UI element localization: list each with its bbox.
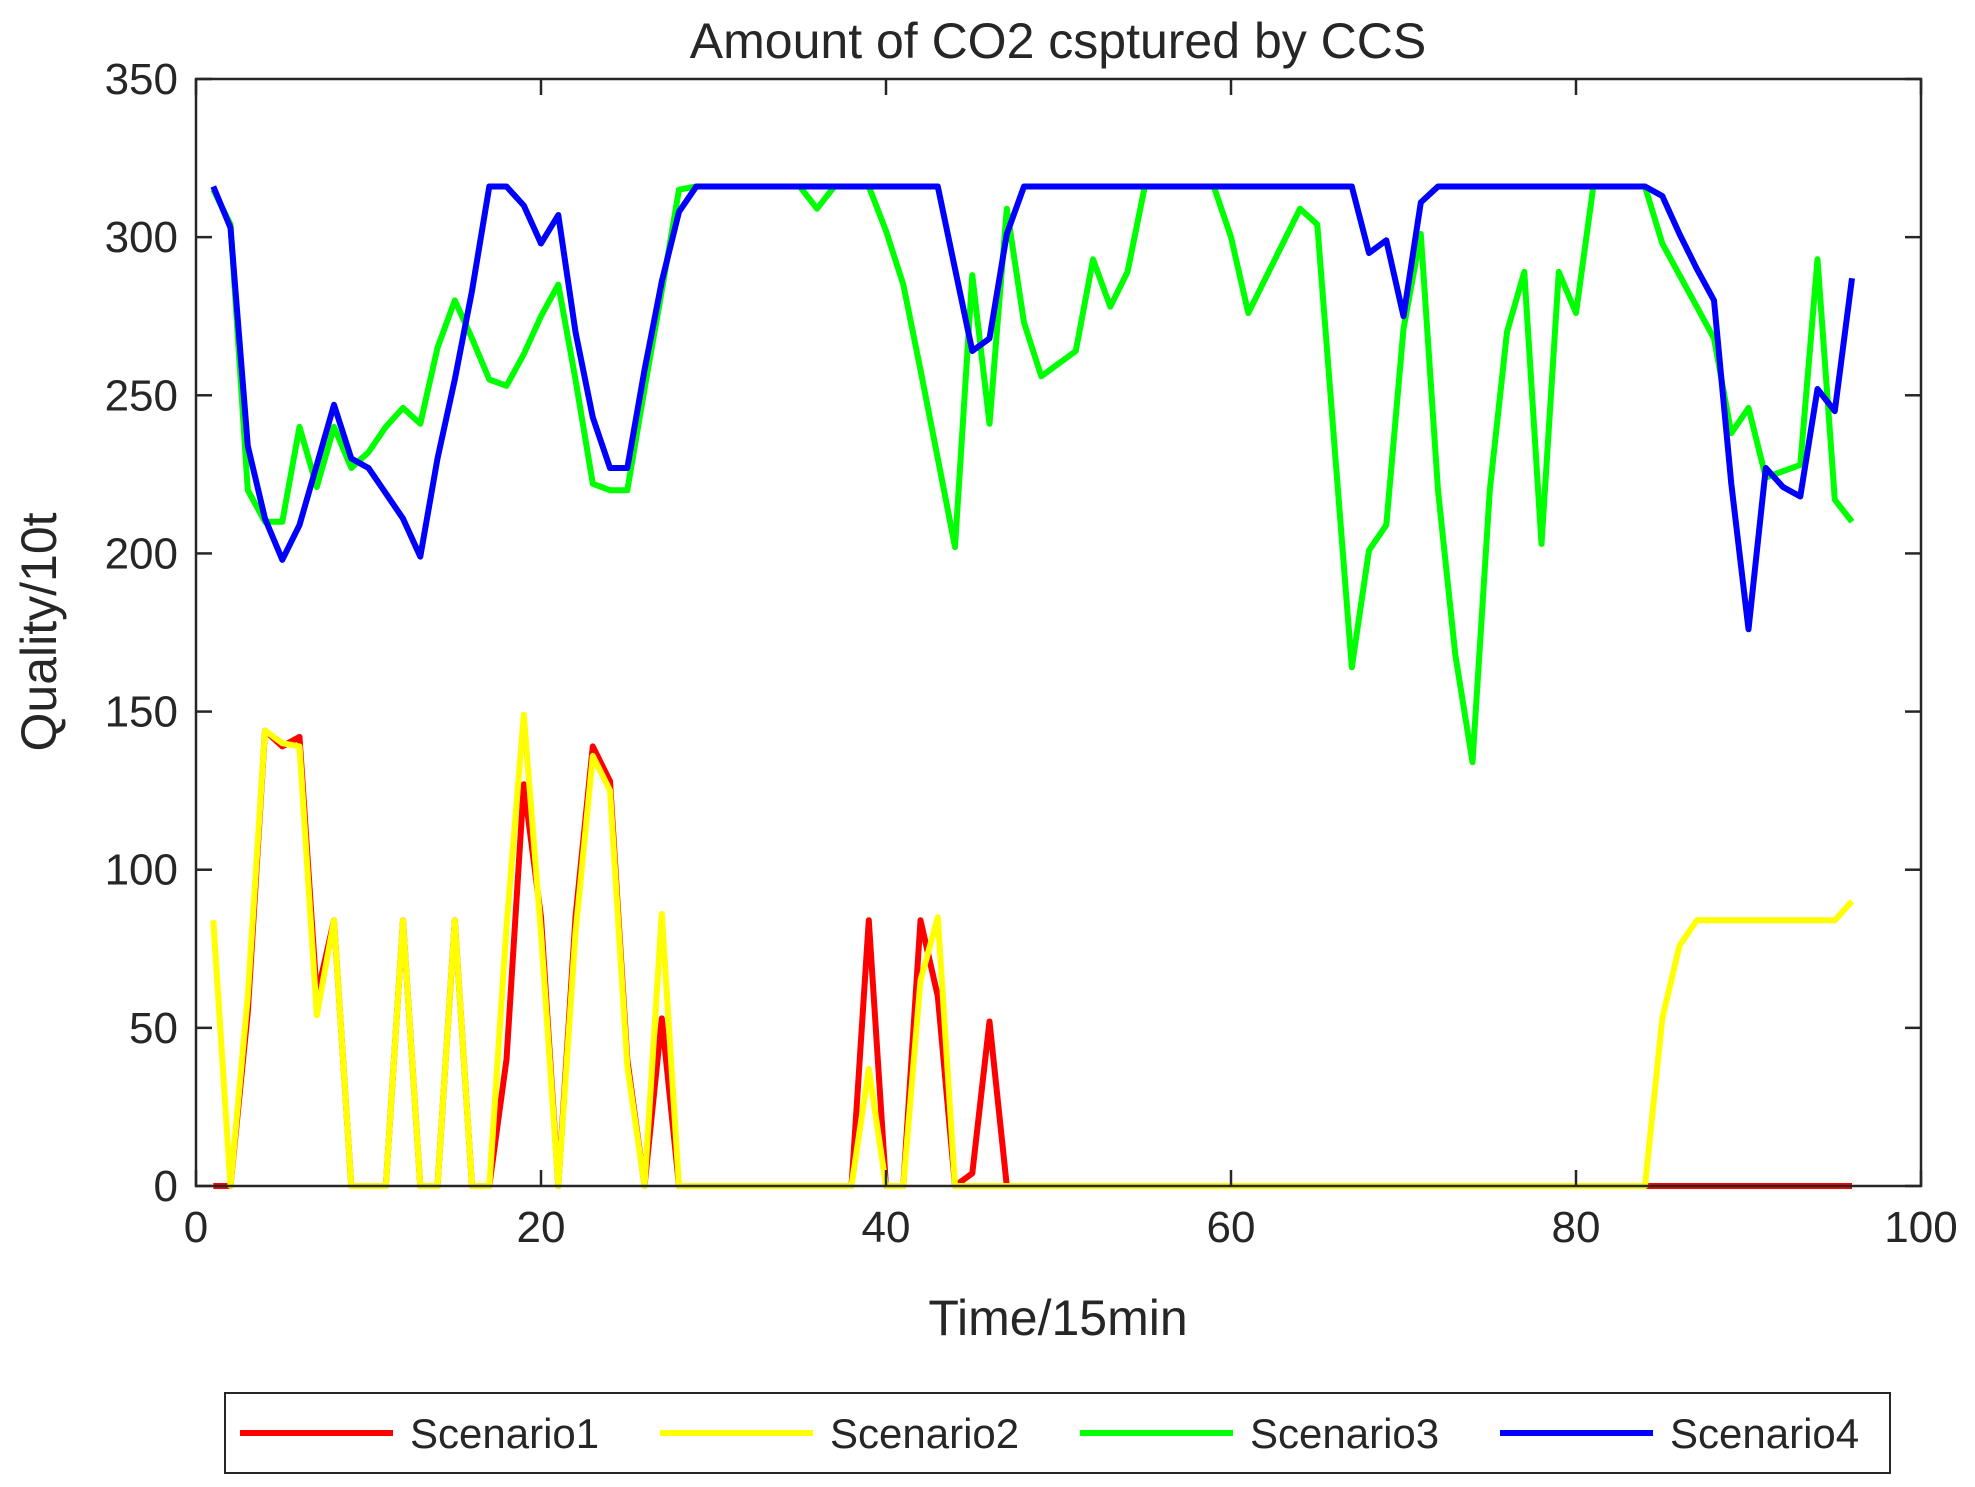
x-tick-label-60: 60 [1207,1203,1256,1252]
x-tick-label-40: 40 [862,1203,911,1252]
y-tick-label-250: 250 [105,371,178,420]
legend: Scenario1 Scenario2 Scenario3 Scenario4 [224,1392,1891,1474]
series-line-scenario4 [210,183,1855,633]
y-tick-label-150: 150 [105,688,178,737]
x-tick-label-0: 0 [184,1203,208,1252]
y-axis: 0 50 100 150 200 250 300 350 [105,55,1921,1211]
y-tick-label-300: 300 [105,213,178,262]
plot-background [196,79,1921,1186]
legend-label-scenario1: Scenario1 [410,1410,599,1457]
legend-label-scenario4: Scenario4 [1670,1410,1859,1457]
y-tick-label-0: 0 [154,1162,178,1211]
chart-title: Amount of CO2 csptured by CCS [690,13,1426,69]
x-axis: 0 20 40 60 80 100 [184,79,1958,1252]
y-tick-label-200: 200 [105,529,178,578]
legend-label-scenario2: Scenario2 [830,1410,1019,1457]
y-tick-label-50: 50 [129,1004,178,1053]
y-tick-label-100: 100 [105,846,178,895]
x-axis-label: Time/15min [928,1290,1187,1346]
plot-frame [194,77,1923,1188]
y-tick-label-350: 350 [105,55,178,104]
x-tick-label-100: 100 [1884,1203,1957,1252]
legend-label-scenario3: Scenario3 [1250,1410,1439,1457]
series-line-scenario3 [210,183,1855,766]
x-tick-label-80: 80 [1552,1203,1601,1252]
y-axis-label: Quality/10t [11,512,67,751]
x-tick-label-20: 20 [517,1203,566,1252]
